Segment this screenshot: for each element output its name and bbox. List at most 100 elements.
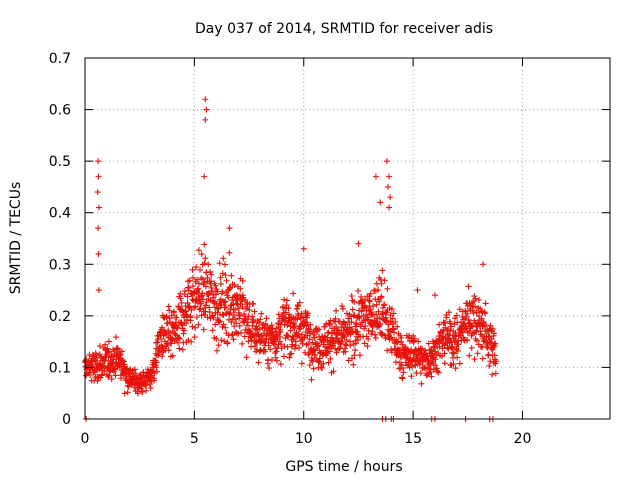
data-point [192, 324, 199, 331]
data-point [345, 357, 352, 364]
data-point [351, 298, 358, 305]
data-point [330, 368, 337, 375]
data-point [249, 313, 256, 320]
data-point [321, 333, 328, 340]
data-point [326, 321, 333, 328]
data-point [246, 307, 253, 314]
data-point [340, 332, 347, 339]
data-point [281, 343, 288, 350]
data-point [102, 341, 109, 348]
data-point [232, 316, 239, 323]
data-point [151, 369, 158, 376]
data-point [217, 280, 224, 287]
data-point [191, 334, 198, 341]
data-point [425, 340, 432, 347]
data-point [200, 326, 207, 333]
data-point [450, 350, 457, 357]
data-point [368, 331, 375, 338]
data-point [454, 347, 461, 354]
data-point [96, 343, 103, 350]
data-point [219, 323, 226, 330]
data-point [296, 299, 303, 306]
data-point [409, 363, 416, 370]
data-point [370, 303, 377, 310]
data-point [343, 337, 350, 344]
data-point [427, 369, 434, 376]
data-point [280, 296, 287, 303]
data-point [226, 225, 233, 232]
data-point [305, 340, 312, 347]
data-point [275, 311, 282, 318]
data-point [352, 347, 359, 354]
data-point [331, 340, 338, 347]
data-point [201, 260, 208, 267]
data-point [221, 261, 228, 268]
data-point [348, 293, 355, 300]
data-point [324, 349, 331, 356]
data-point [396, 365, 403, 372]
data-point [282, 309, 289, 316]
data-point [178, 299, 185, 306]
data-point [295, 303, 302, 310]
data-point [300, 245, 307, 252]
data-point [356, 313, 363, 320]
data-point [465, 283, 472, 290]
data-point [472, 295, 479, 302]
data-point [221, 338, 228, 345]
data-point [228, 319, 235, 326]
data-point [226, 311, 233, 318]
data-point [190, 304, 197, 311]
data-point [376, 298, 383, 305]
data-point [325, 329, 332, 336]
data-point [124, 389, 131, 396]
data-point [193, 264, 200, 271]
data-point [323, 350, 330, 357]
data-point [247, 334, 254, 341]
data-point [381, 301, 388, 308]
data-point [490, 330, 497, 337]
data-point [232, 306, 239, 313]
data-point [451, 321, 458, 328]
data-point [379, 267, 386, 274]
chart-title: Day 037 of 2014, SRMTID for receiver adi… [195, 21, 493, 37]
data-point [202, 255, 209, 262]
data-point [482, 300, 489, 307]
data-point [479, 355, 486, 362]
data-point [194, 276, 201, 283]
data-point [251, 308, 258, 315]
data-point [445, 345, 452, 352]
data-point [214, 347, 221, 354]
data-point [236, 322, 243, 329]
data-point [410, 332, 417, 339]
data-point [174, 324, 181, 331]
data-point [441, 360, 448, 367]
data-point [201, 279, 208, 286]
data-point [449, 343, 456, 350]
data-point [447, 344, 454, 351]
data-point [427, 346, 434, 353]
data-point [432, 356, 439, 363]
data-point [147, 385, 154, 392]
data-point [341, 333, 348, 340]
data-point [187, 317, 194, 324]
data-point [235, 330, 242, 337]
data-point [212, 321, 219, 328]
data-point [468, 344, 475, 351]
data-point [358, 308, 365, 315]
data-point [408, 373, 415, 380]
data-point [243, 322, 250, 329]
data-point [198, 312, 205, 319]
data-point [194, 300, 201, 307]
data-point [365, 316, 372, 323]
data-point [388, 349, 395, 356]
data-point [447, 337, 454, 344]
data-point [266, 365, 273, 372]
data-point [352, 340, 359, 347]
data-point [339, 303, 346, 310]
data-point [179, 346, 186, 353]
data-point [197, 266, 204, 273]
data-point [384, 347, 391, 354]
data-point [295, 331, 302, 338]
data-point [337, 339, 344, 346]
data-point [309, 339, 316, 346]
